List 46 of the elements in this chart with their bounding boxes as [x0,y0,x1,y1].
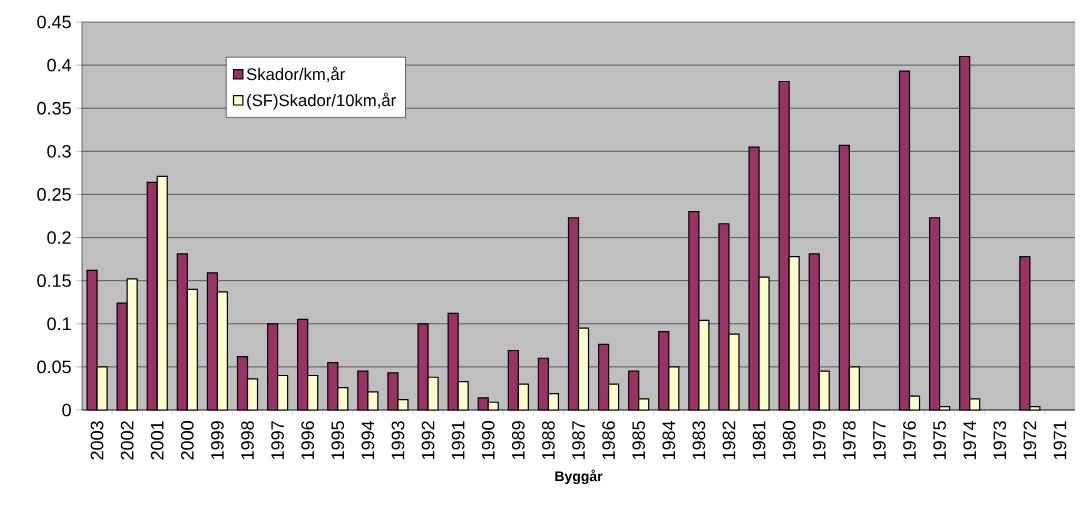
x-tick-label: 1994 [361,420,375,460]
x-tick-label: 1989 [511,421,525,460]
x-tick-label: 1986 [602,421,615,460]
y-tick-label: 0.45 [37,15,71,29]
x-tick-label: 1977 [873,421,886,460]
x-tick-label: 1980 [782,421,796,460]
x-tick-label: 1988 [542,421,555,460]
x-tick-label: 1971 [1053,421,1067,460]
x-tick-label: 2003 [90,421,104,460]
x-tick-label: 2000 [180,421,194,460]
x-tick-label: 1979 [812,421,826,460]
x-axis-title: Byggår [555,469,603,485]
x-tick-label: 1990 [481,421,495,460]
x-tick-label: 1992 [421,421,435,460]
x-tick-label: 1983 [692,421,706,460]
x-tick-label: 1978 [842,421,856,460]
legend-label: (SF)Skador/10km,år [247,92,396,110]
x-tick-label: 1998 [241,421,254,460]
y-tick-label: 0.4 [47,58,72,72]
y-tick-label: 0.25 [37,188,71,201]
x-tick-label: 1987 [572,421,585,460]
x-tick-label: 1974 [963,420,977,460]
x-tick-label: 1972 [1023,421,1037,460]
y-tick-label: 0.05 [37,360,71,374]
y-tick-label: 0.3 [47,144,71,158]
x-tick-label: 1993 [391,421,405,460]
y-tick-label: 0.1 [47,317,71,331]
y-tick-label: 0.35 [37,101,71,115]
x-tick-label: 1985 [632,421,646,460]
x-tick-label: 1982 [722,421,736,460]
y-tick-label: 0.15 [37,274,71,288]
x-tick-label: 1997 [271,421,284,460]
x-tick-label: 1975 [933,421,946,460]
x-tick-label: 1999 [211,421,224,460]
x-tick-label: 1995 [331,421,345,460]
x-tick-label: 1991 [451,421,465,460]
x-tick-label: 1976 [903,421,916,460]
x-tick-label: 2001 [150,421,164,460]
y-tick-label: 0.2 [47,231,71,244]
x-tick-label: 1973 [993,421,1007,460]
x-tick-label: 1984 [662,420,676,460]
x-tick-label: 2002 [120,421,134,460]
x-tick-label: 1981 [752,421,766,460]
y-tick-label: 0 [62,403,71,417]
legend-label: Skador/km,år [246,66,345,83]
x-tick-label: 1996 [301,421,315,460]
